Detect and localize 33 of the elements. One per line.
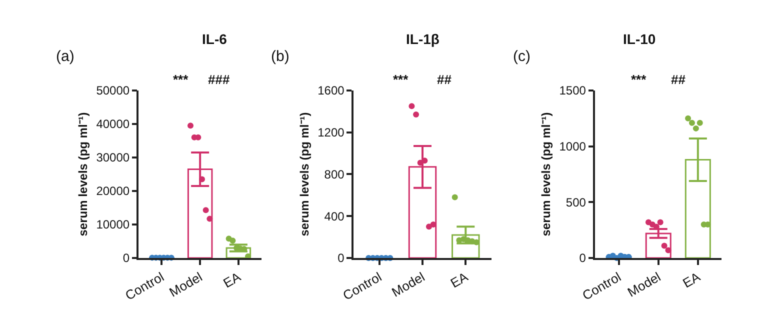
chart-title: IL-1β — [406, 31, 440, 47]
y-tick-label: 30000 — [96, 150, 130, 165]
y-axis-title: serum levels (pg ml⁻¹) — [76, 112, 90, 236]
x-tick-label: EA — [680, 268, 703, 291]
text: *** — [173, 72, 190, 87]
y-tick-label: 10000 — [96, 218, 130, 232]
x-tick-label: EA — [448, 268, 471, 291]
y-axis-title: serum levels (pg ml⁻¹) — [539, 112, 554, 236]
text: *** — [631, 72, 648, 87]
y-tick-label: 500 — [566, 195, 586, 210]
x-tick-label: EA — [220, 268, 244, 291]
y-tick-label: 400 — [324, 209, 345, 224]
text: ### — [208, 72, 230, 87]
text: *** — [393, 72, 410, 87]
y-axis-title: serum levels (pg ml⁻¹) — [297, 112, 312, 236]
y-tick-label: 40000 — [96, 117, 130, 132]
y-tick-label: 0 — [579, 251, 586, 266]
y-tick-label: 0 — [122, 251, 130, 266]
text: ## — [671, 72, 686, 87]
y-tick-label: 1600 — [318, 84, 345, 98]
text: ## — [437, 72, 452, 87]
y-tick-label: 800 — [324, 167, 345, 182]
text: (b) — [271, 48, 290, 65]
y-tick-label: 50000 — [96, 84, 130, 98]
y-tick-label: 0 — [338, 251, 345, 266]
y-tick-label: 1500 — [559, 84, 586, 98]
chart-title: IL-10 — [623, 31, 656, 47]
y-tick-label: 1000 — [559, 140, 586, 154]
text: (c) — [513, 48, 530, 65]
y-tick-label: 1200 — [318, 126, 345, 140]
y-tick-label: 20000 — [96, 184, 130, 198]
chart-title: IL-6 — [202, 31, 228, 47]
text: (a) — [56, 48, 74, 65]
